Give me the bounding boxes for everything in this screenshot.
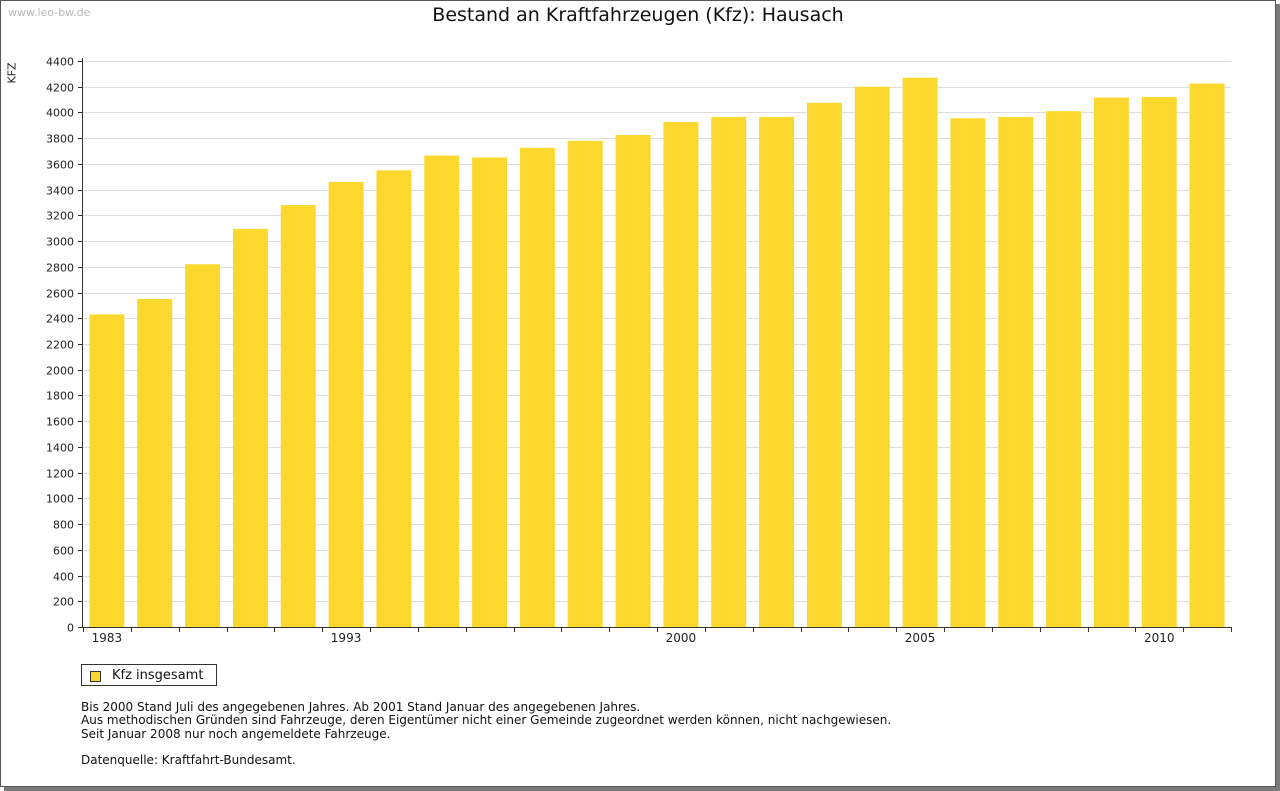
bar: [376, 170, 412, 627]
chart-title: Bestand an Kraftfahrzeugen (Kfz): Hausac…: [432, 4, 844, 26]
bar: [663, 122, 699, 628]
legend-swatch: [90, 671, 101, 682]
y-tick-label: 3200: [46, 210, 74, 223]
y-tick-label: 1800: [46, 390, 74, 403]
y-tick-label: 2800: [46, 262, 74, 275]
footnote-line: Bis 2000 Stand Juli des angegebenen Jahr…: [81, 700, 641, 714]
y-tick-label: 3000: [46, 236, 74, 249]
bar: [998, 116, 1034, 627]
bar: [1093, 97, 1129, 627]
bar: [759, 116, 795, 627]
x-tick-label: 2010: [1144, 631, 1175, 645]
x-tick-label: 2000: [666, 631, 697, 645]
bar: [472, 157, 508, 627]
bar: [902, 77, 938, 628]
y-tick-label: 3600: [46, 159, 74, 172]
footnotes: Bis 2000 Stand Juli des angegebenen Jahr…: [81, 700, 892, 741]
data-source: Datenquelle: Kraftfahrt-Bundesamt.: [81, 753, 296, 767]
bar: [232, 228, 268, 627]
bar: [89, 314, 125, 627]
y-tick-label: 4400: [46, 56, 74, 69]
y-tick-label: 1000: [46, 493, 74, 506]
y-tick-label: 1400: [46, 442, 74, 455]
watermark: www.leo-bw.de: [8, 6, 91, 19]
bar: [1141, 97, 1177, 627]
footnote-line: Aus methodischen Gründen sind Fahrzeuge,…: [81, 713, 892, 728]
x-tick-label: 1983: [92, 631, 123, 645]
legend-label: Kfz insgesamt: [112, 668, 204, 683]
bar: [950, 118, 986, 628]
bar: [424, 155, 460, 627]
bar: [854, 86, 890, 627]
y-tick-label: 2000: [46, 365, 74, 378]
bar: [328, 181, 364, 627]
y-tick-label: 1200: [46, 468, 74, 481]
y-tick-label: 2400: [46, 313, 74, 326]
legend: Kfz insgesamt: [81, 664, 217, 686]
footnote-line: Seit Januar 2008 nur noch angemeldete Fa…: [81, 726, 391, 741]
bar: [711, 116, 747, 627]
y-tick-label: 4000: [46, 107, 74, 120]
y-tick-label: 200: [53, 596, 74, 609]
y-tick-label: 2600: [46, 288, 74, 301]
y-tick-label: 3800: [46, 133, 74, 146]
bar: [567, 140, 603, 627]
y-tick-label: 400: [53, 571, 74, 584]
y-tick-label: 600: [53, 545, 74, 558]
bar: [615, 134, 651, 627]
bar-chart: 0 200 400 600 800 1000 1200 1400 1600 1800 2000 220…: [46, 56, 1232, 645]
bar: [185, 264, 221, 627]
bar: [519, 147, 555, 628]
x-tick-label: 2005: [905, 631, 936, 645]
bar: [1189, 83, 1225, 628]
bar: [280, 205, 316, 627]
bar: [137, 298, 173, 627]
bar: [1046, 111, 1082, 627]
y-tick-label: 0: [67, 622, 74, 635]
x-tick-label: 1993: [331, 631, 362, 645]
y-tick-label: 2200: [46, 339, 74, 352]
bar: [806, 102, 842, 627]
y-tick-label: 3400: [46, 185, 74, 198]
y-tick-label: 800: [53, 519, 74, 532]
y-tick-label: 4200: [46, 82, 74, 95]
y-tick-label: 1600: [46, 416, 74, 429]
